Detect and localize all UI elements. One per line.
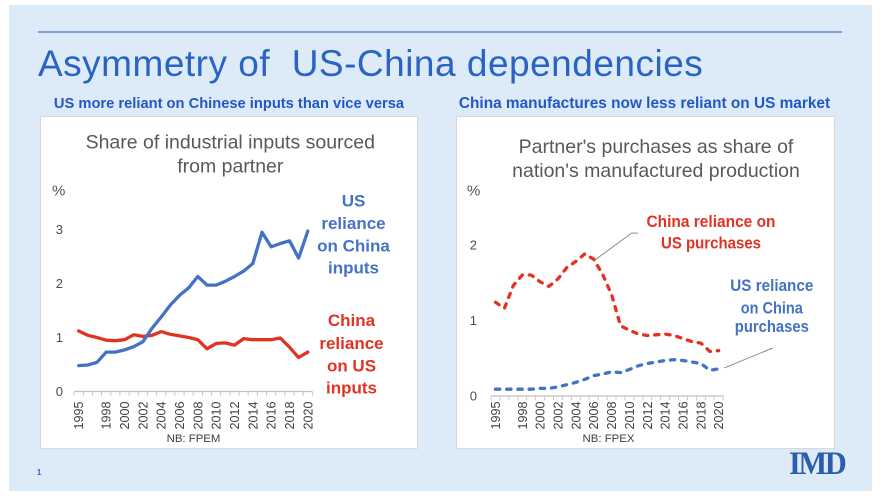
svg-text:%: % <box>52 183 65 200</box>
svg-text:1998: 1998 <box>100 402 114 430</box>
svg-text:1998: 1998 <box>516 402 530 430</box>
svg-text:China: China <box>328 311 376 330</box>
svg-text:3: 3 <box>56 222 63 237</box>
svg-text:2020: 2020 <box>301 402 315 430</box>
svg-text:2006: 2006 <box>173 402 187 430</box>
svg-text:1: 1 <box>470 313 477 328</box>
svg-text:1995: 1995 <box>72 402 86 430</box>
svg-text:2: 2 <box>470 238 477 253</box>
svg-text:2: 2 <box>56 276 63 291</box>
svg-text:US reliance: US reliance <box>730 276 813 295</box>
svg-text:2004: 2004 <box>155 402 169 430</box>
svg-text:2012: 2012 <box>228 402 242 430</box>
svg-text:%: % <box>467 183 480 200</box>
svg-text:2004: 2004 <box>569 402 583 430</box>
svg-text:reliance: reliance <box>319 334 383 353</box>
svg-text:2010: 2010 <box>210 402 224 430</box>
svg-text:2010: 2010 <box>623 402 637 430</box>
svg-text:US purchases: US purchases <box>661 234 761 253</box>
svg-text:2000: 2000 <box>534 402 548 430</box>
svg-text:reliance: reliance <box>321 214 385 233</box>
svg-text:2006: 2006 <box>587 402 601 430</box>
svg-text:1: 1 <box>56 330 63 345</box>
svg-text:Partner's purchases as share o: Partner's purchases as share of <box>519 136 794 158</box>
svg-text:2008: 2008 <box>191 402 205 430</box>
svg-text:inputs: inputs <box>328 259 379 278</box>
svg-text:from partner: from partner <box>177 156 284 178</box>
svg-text:2008: 2008 <box>605 402 619 430</box>
svg-text:on US: on US <box>327 356 376 375</box>
svg-text:2002: 2002 <box>136 402 150 430</box>
svg-text:Share of industrial inputs sou: Share of industrial inputs sourced <box>86 132 375 154</box>
svg-text:0: 0 <box>56 384 63 399</box>
svg-text:inputs: inputs <box>326 379 377 398</box>
svg-text:2018: 2018 <box>283 402 297 430</box>
svg-text:2002: 2002 <box>552 402 566 430</box>
svg-text:2014: 2014 <box>659 402 673 430</box>
svg-text:2000: 2000 <box>118 402 132 430</box>
svg-text:2014: 2014 <box>246 402 260 430</box>
svg-text:on China: on China <box>317 236 390 255</box>
svg-text:US: US <box>342 192 366 211</box>
svg-text:on China: on China <box>741 299 803 318</box>
svg-text:0: 0 <box>470 389 477 404</box>
svg-text:2020: 2020 <box>712 402 726 430</box>
svg-text:purchases: purchases <box>735 317 809 336</box>
svg-text:2018: 2018 <box>694 402 708 430</box>
svg-text:NB: FPEM: NB: FPEM <box>167 433 221 445</box>
svg-text:2016: 2016 <box>265 402 279 430</box>
svg-text:2012: 2012 <box>641 402 655 430</box>
svg-text:nation's manufactured producti: nation's manufactured production <box>512 160 800 182</box>
svg-text:2016: 2016 <box>677 402 691 430</box>
svg-text:1995: 1995 <box>489 402 503 430</box>
svg-text:China reliance on: China reliance on <box>647 212 776 231</box>
svg-text:NB: FPEX: NB: FPEX <box>583 433 635 445</box>
